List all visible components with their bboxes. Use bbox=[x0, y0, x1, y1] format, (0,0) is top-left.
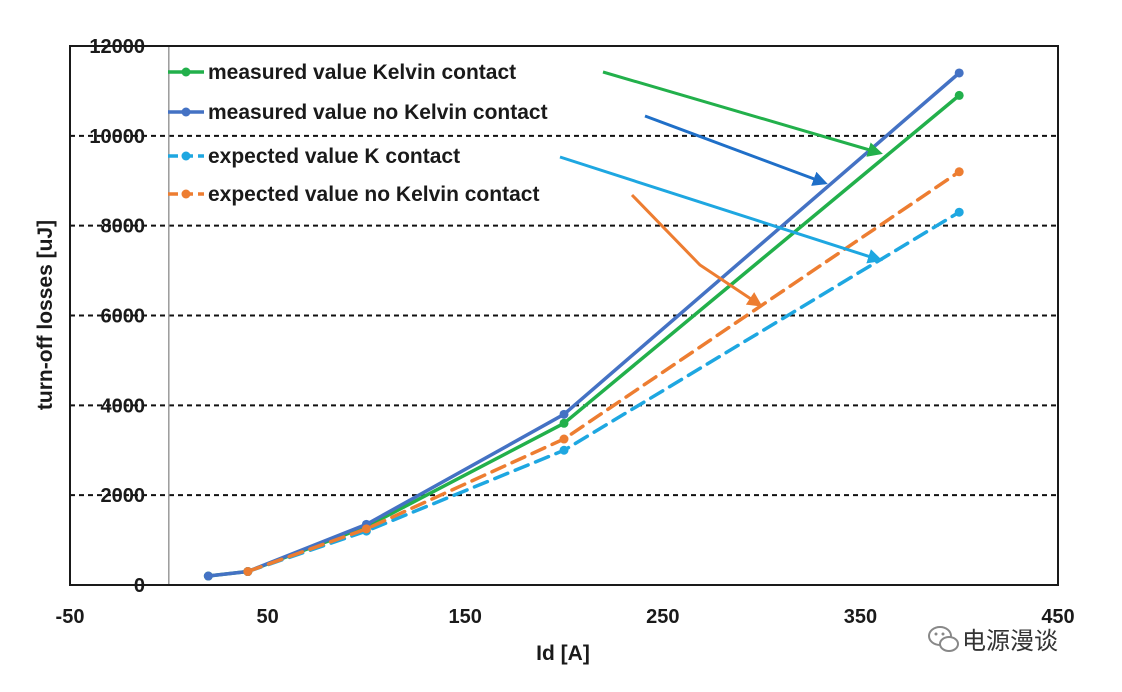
y-axis-ticks: 0 2000 4000 6000 8000 10000 12000 bbox=[89, 36, 145, 597]
y-tick-label: 0 bbox=[134, 575, 145, 597]
data-point bbox=[954, 167, 964, 177]
callout-arrow bbox=[602, 70, 883, 157]
legend-entry-label: measured value Kelvin contact bbox=[208, 61, 516, 84]
series-line bbox=[246, 210, 961, 574]
legend-entry-label: expected value K contact bbox=[208, 145, 460, 168]
series-group bbox=[203, 68, 964, 581]
y-tick-label: 4000 bbox=[101, 395, 146, 417]
gridlines bbox=[70, 134, 1058, 497]
y-tick-label: 6000 bbox=[101, 306, 146, 328]
x-axis-title: Id [A] bbox=[536, 642, 590, 665]
data-point bbox=[361, 524, 371, 534]
data-point bbox=[954, 68, 964, 78]
legend-swatch-marker bbox=[181, 107, 191, 117]
legend-entry-label: measured value no Kelvin contact bbox=[208, 101, 548, 124]
watermark: 电源漫谈 bbox=[928, 626, 1058, 655]
data-point bbox=[559, 445, 569, 455]
legend-entry-label: expected value no Kelvin contact bbox=[208, 183, 539, 206]
callout-arrow bbox=[644, 114, 828, 186]
x-tick-label: -50 bbox=[56, 606, 85, 628]
y-axis-title: turn-off losses [uJ] bbox=[34, 220, 57, 410]
data-point bbox=[559, 418, 569, 428]
data-point bbox=[954, 90, 964, 100]
y-tick-label: 12000 bbox=[89, 36, 145, 58]
callout-arrow bbox=[630, 193, 763, 307]
x-tick-label: 350 bbox=[844, 606, 877, 628]
x-tick-label: 150 bbox=[449, 606, 482, 628]
watermark-text: 电源漫谈 bbox=[962, 627, 1058, 655]
data-point bbox=[559, 409, 569, 419]
x-tick-label: 450 bbox=[1041, 606, 1074, 628]
x-tick-label: 50 bbox=[256, 606, 278, 628]
callout-arrow bbox=[559, 155, 883, 264]
legend-callout-arrows bbox=[559, 70, 883, 307]
data-point bbox=[559, 434, 569, 444]
data-point bbox=[203, 571, 213, 581]
plot-area-frame bbox=[69, 45, 1059, 586]
y-tick-label: 8000 bbox=[101, 216, 146, 238]
x-tick-label: 250 bbox=[646, 606, 679, 628]
data-point bbox=[954, 207, 964, 217]
legend: measured value Kelvin contact measured va… bbox=[168, 61, 548, 206]
wechat-icon bbox=[928, 626, 959, 652]
y-tick-label: 2000 bbox=[101, 485, 146, 507]
data-point bbox=[243, 567, 253, 577]
legend-swatch-marker bbox=[181, 151, 191, 161]
y-tick-label: 10000 bbox=[89, 126, 145, 148]
x-axis-ticks: -50 50 150 250 350 450 bbox=[56, 606, 1075, 628]
legend-swatch-marker bbox=[181, 67, 191, 77]
legend-swatch-marker bbox=[181, 189, 191, 199]
series-line bbox=[246, 170, 961, 574]
